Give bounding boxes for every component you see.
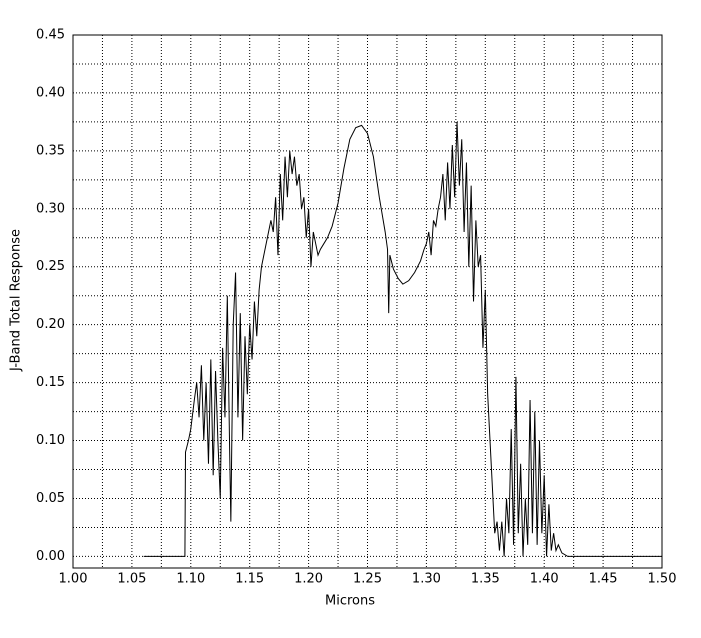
x-tick-label: 1.35 bbox=[471, 572, 500, 587]
x-tick-label: 1.45 bbox=[589, 572, 618, 587]
x-tick-label: 1.25 bbox=[353, 572, 382, 587]
y-tick-label: 0.05 bbox=[36, 491, 65, 506]
y-tick-label: 0.25 bbox=[36, 259, 65, 274]
x-axis-label: Microns bbox=[325, 594, 375, 609]
y-tick-label: 0.40 bbox=[36, 85, 65, 100]
x-tick-label: 1.30 bbox=[412, 572, 441, 587]
x-tick-label: 1.10 bbox=[176, 572, 205, 587]
y-axis-label: J-Band Total Response bbox=[9, 229, 24, 372]
y-tick-label: 0.30 bbox=[36, 201, 65, 216]
x-tick-label: 1.50 bbox=[648, 572, 677, 587]
y-tick-label: 0.00 bbox=[36, 549, 65, 564]
x-tick-label: 1.00 bbox=[59, 572, 88, 587]
x-tick-label: 1.05 bbox=[117, 572, 146, 587]
y-tick-label: 0.10 bbox=[36, 433, 65, 448]
y-tick-label: 0.45 bbox=[36, 28, 65, 43]
x-tick-label: 1.40 bbox=[530, 572, 559, 587]
plot-frame bbox=[72, 34, 663, 569]
y-tick-label: 0.35 bbox=[36, 143, 65, 158]
response-line bbox=[143, 121, 662, 557]
y-tick-label: 0.20 bbox=[36, 317, 65, 332]
x-tick-label: 1.20 bbox=[294, 572, 323, 587]
x-tick-label: 1.15 bbox=[235, 572, 264, 587]
y-tick-label: 0.15 bbox=[36, 375, 65, 390]
